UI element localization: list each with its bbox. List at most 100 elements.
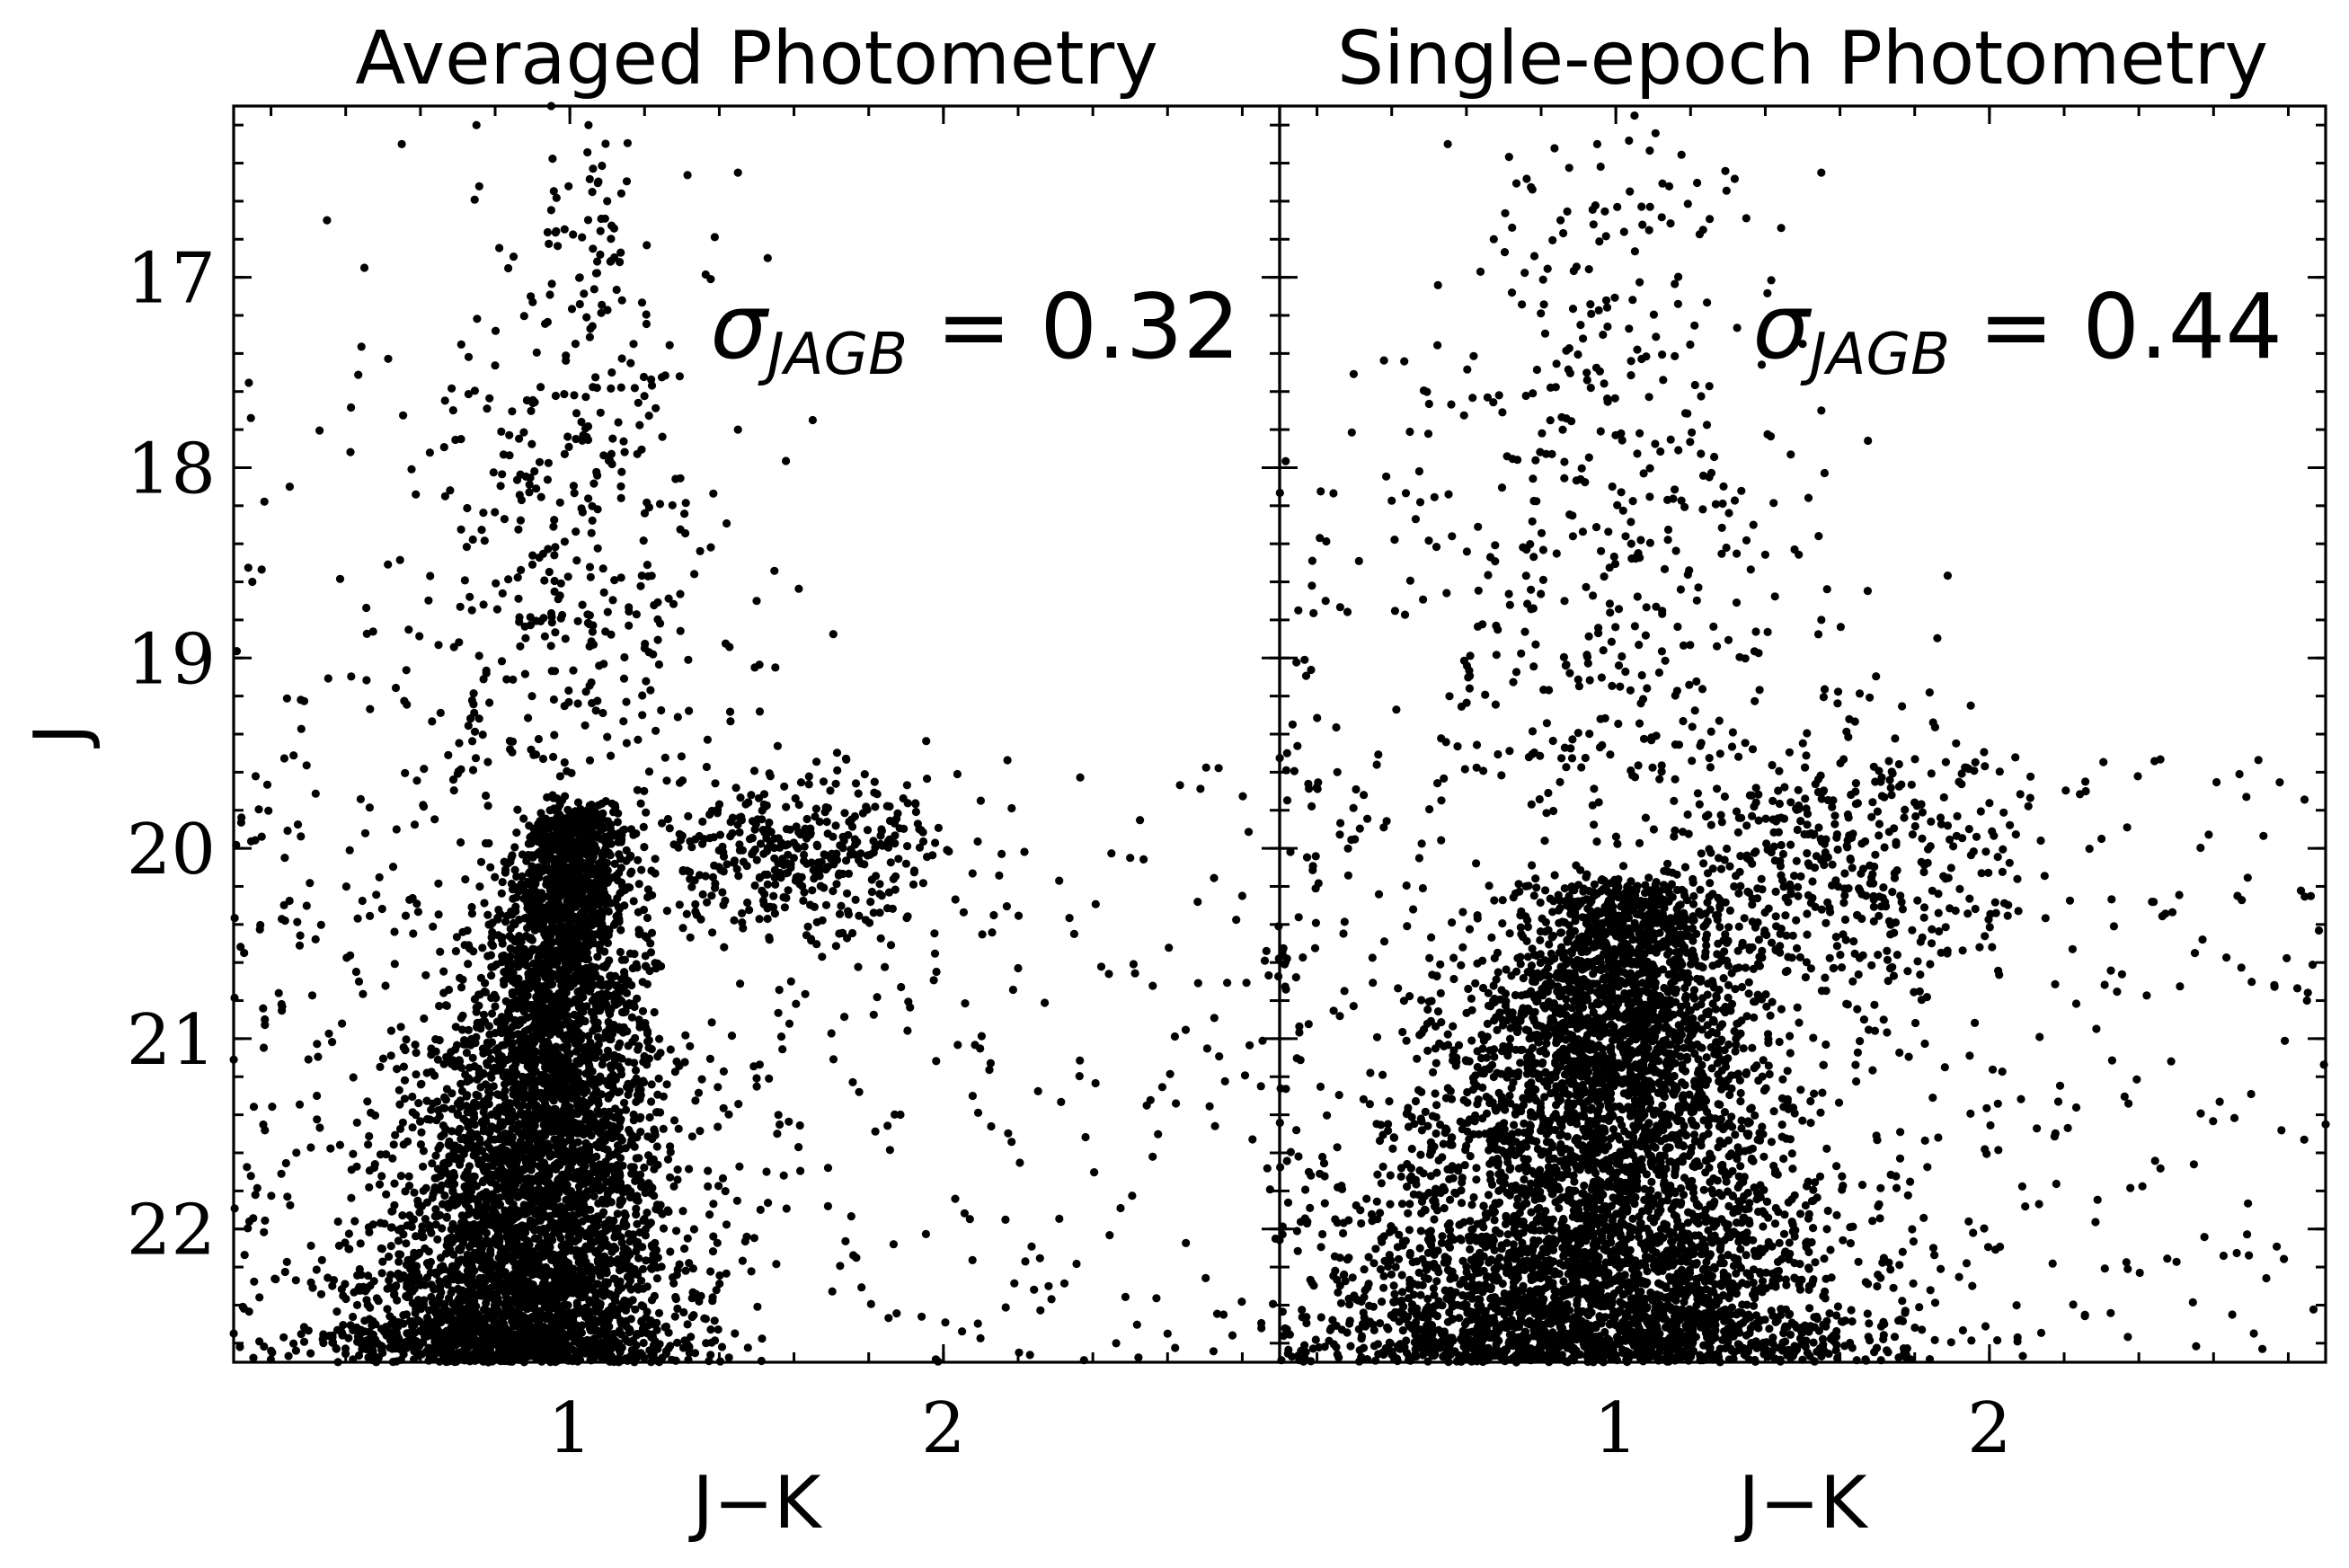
scatter-point (625, 1129, 634, 1138)
scatter-point (572, 1047, 581, 1056)
scatter-point (592, 1298, 601, 1307)
scatter-point (630, 950, 639, 959)
scatter-point (527, 1165, 536, 1174)
scatter-point (408, 1092, 417, 1102)
scatter-point (627, 867, 636, 876)
scatter-point (620, 968, 629, 977)
scatter-point (444, 1203, 453, 1212)
scatter-point (659, 1124, 668, 1133)
scatter-point (441, 1001, 450, 1010)
scatter-point (465, 1287, 474, 1296)
scatter-point (440, 1093, 449, 1102)
scatter-point (503, 1077, 512, 1086)
scatter-point (474, 1145, 483, 1154)
scatter-point (543, 837, 552, 847)
scatter-point (594, 1256, 603, 1265)
scatter-point (749, 1234, 759, 1243)
scatter-point (454, 1198, 463, 1207)
scatter-point (616, 947, 625, 957)
scatter-points-averaged (229, 102, 1283, 1367)
scatter-point (562, 865, 571, 875)
scatter-point (332, 1307, 341, 1316)
scatter-point (747, 1267, 756, 1276)
scatter-point (530, 1332, 539, 1341)
scatter-point (510, 1063, 519, 1073)
scatter-point (594, 1040, 603, 1049)
scatter-point (611, 1297, 620, 1306)
scatter-point (436, 1311, 445, 1320)
scatter-point (485, 1308, 494, 1317)
scatter-point (515, 1332, 524, 1341)
scatter-point (478, 943, 487, 952)
scatter-point (589, 1192, 598, 1200)
scatter-point (627, 1351, 636, 1360)
scatter-point (449, 1250, 458, 1259)
scatter-point (431, 1268, 440, 1277)
scatter-point (576, 1346, 585, 1355)
scatter-point (472, 1182, 482, 1191)
scatter-point (412, 1070, 421, 1079)
scatter-point (378, 1257, 387, 1266)
scatter-point (536, 1130, 545, 1139)
scatter-point (497, 1052, 507, 1061)
scatter-point (404, 1182, 414, 1191)
scatter-point (544, 995, 554, 1004)
scatter-point (708, 1297, 717, 1306)
scatter-point (647, 1097, 656, 1106)
scatter-point (673, 1165, 682, 1174)
scatter-point (669, 1182, 678, 1191)
scatter-point (599, 1208, 608, 1217)
scatter-point (635, 1114, 644, 1123)
scatter-point (649, 1341, 659, 1350)
scatter-point (544, 958, 554, 967)
scatter-point (482, 1228, 492, 1237)
scatter-point (661, 1350, 671, 1359)
scatter-point (521, 1127, 530, 1136)
scatter-point (673, 1338, 682, 1347)
scatter-point (568, 1091, 577, 1100)
scatter-point (474, 1201, 483, 1210)
scatter-point (643, 1209, 652, 1218)
scatter-point (601, 895, 610, 904)
scatter-point (607, 1186, 616, 1195)
scatter-point (731, 1329, 740, 1338)
scatter-point (481, 1277, 490, 1286)
scatter-point (634, 1254, 643, 1262)
scatter-point (450, 1340, 459, 1349)
scatter-point (577, 1289, 586, 1298)
scatter-point (469, 1219, 479, 1229)
scatter-point (457, 1063, 466, 1072)
scatter-point (531, 1324, 540, 1333)
scatter-point (589, 1118, 599, 1127)
scatter-point (497, 889, 506, 898)
scatter-point (404, 1172, 413, 1181)
scatter-point (611, 1000, 620, 1009)
scatter-point (592, 1152, 601, 1161)
scatter-point (510, 1015, 519, 1024)
scatter-point (511, 946, 520, 955)
scatter-point (617, 1264, 626, 1273)
scatter-point (474, 1069, 483, 1078)
scatter-point (250, 1277, 259, 1286)
scatter-point (437, 1288, 446, 1297)
scatter-point (566, 1218, 576, 1227)
scatter-point (624, 1281, 634, 1290)
scatter-point (378, 1348, 387, 1358)
scatter-point (722, 1220, 731, 1229)
scatter-point (603, 817, 613, 826)
scatter-point (601, 870, 611, 879)
scatter-point (554, 1229, 563, 1239)
scatter-point (501, 1289, 510, 1298)
scatter-point (279, 1333, 288, 1342)
scatter-point (571, 1078, 580, 1087)
scatter-point (531, 1076, 540, 1085)
scatter-point (614, 1255, 623, 1264)
scatter-point (589, 1165, 598, 1174)
scatter-point (491, 1002, 500, 1011)
scatter-point (333, 1217, 342, 1227)
scatter-point (650, 1192, 659, 1200)
scatter-point (467, 1133, 477, 1142)
scatter-point (534, 1243, 543, 1252)
scatter-point (356, 1239, 365, 1248)
scatter-point (448, 1299, 457, 1308)
